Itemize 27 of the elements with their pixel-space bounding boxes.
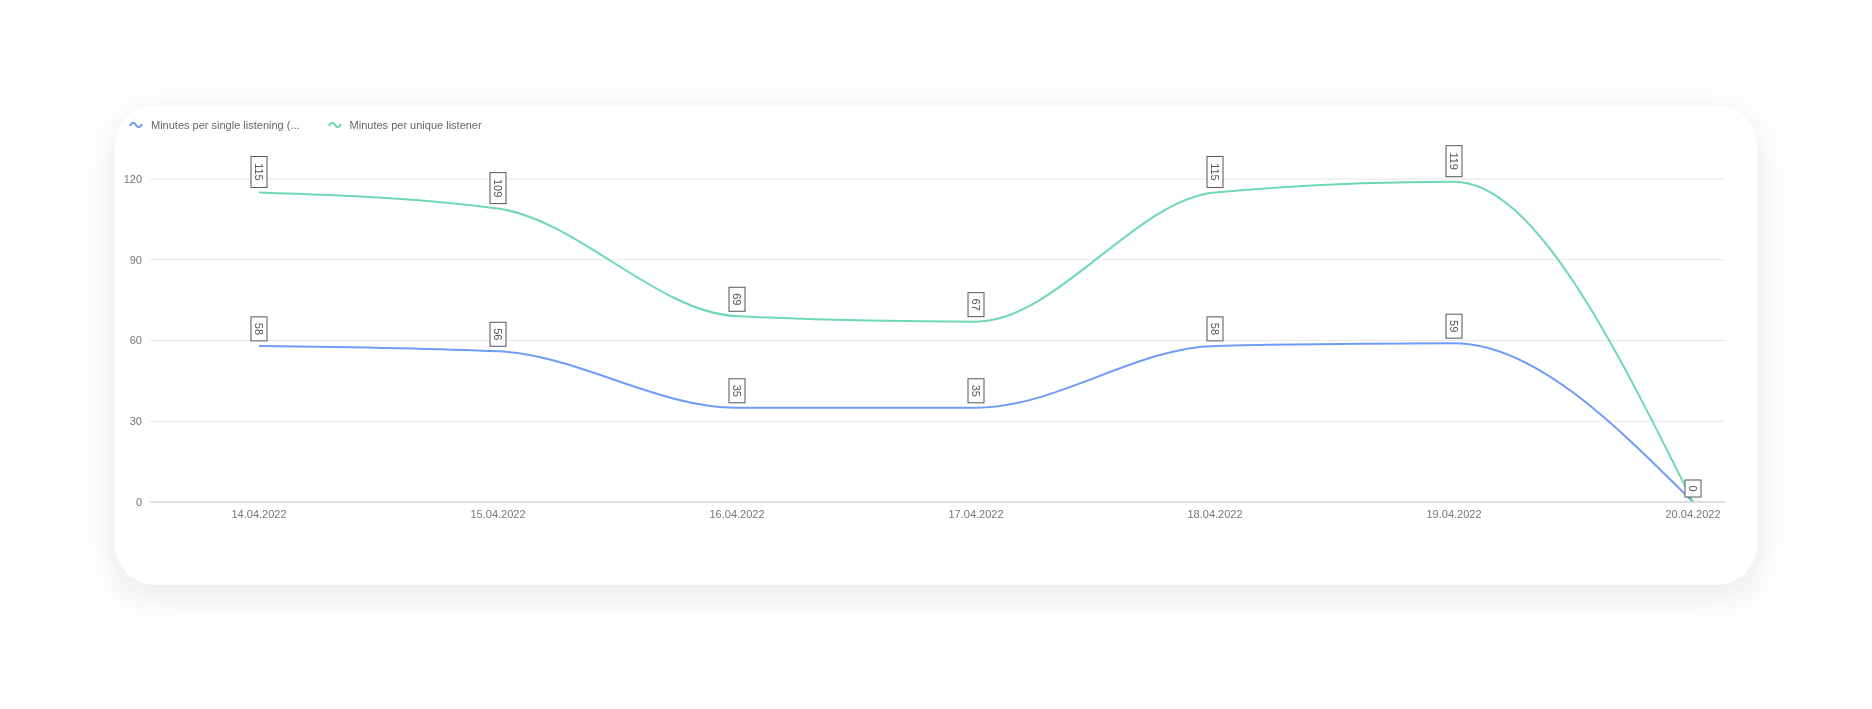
x-tick-label: 14.04.2022 <box>231 507 287 520</box>
y-tick-label: 30 <box>129 415 142 428</box>
data-label: 35 <box>970 384 982 397</box>
y-tick-label: 90 <box>129 253 142 266</box>
y-tick-label: 120 <box>123 172 142 185</box>
data-label: 0 <box>1687 485 1699 492</box>
x-tick-label: 16.04.2022 <box>709 507 765 520</box>
data-label: 59 <box>1448 320 1460 333</box>
data-label: 35 <box>731 384 743 397</box>
legend-label: Minutes per unique listener <box>349 119 482 131</box>
legend-label: Minutes per single listening (... <box>151 119 300 131</box>
y-tick-label: 60 <box>129 334 142 347</box>
x-tick-label: 17.04.2022 <box>948 507 1004 520</box>
data-label: 58 <box>253 322 265 336</box>
data-label: 67 <box>970 298 982 311</box>
data-label: 115 <box>253 163 265 181</box>
x-tick-label: 18.04.2022 <box>1187 507 1243 520</box>
data-label: 58 <box>1209 322 1221 336</box>
x-tick-label: 20.04.2022 <box>1665 507 1721 520</box>
data-label: 56 <box>492 328 504 341</box>
x-tick-label: 19.04.2022 <box>1426 507 1482 520</box>
data-label: 119 <box>1448 152 1460 170</box>
data-label: 69 <box>731 293 743 306</box>
data-label: 109 <box>492 178 504 198</box>
y-tick-label: 0 <box>135 495 142 508</box>
x-tick-label: 15.04.2022 <box>470 507 526 520</box>
data-label: 115 <box>1209 163 1221 181</box>
